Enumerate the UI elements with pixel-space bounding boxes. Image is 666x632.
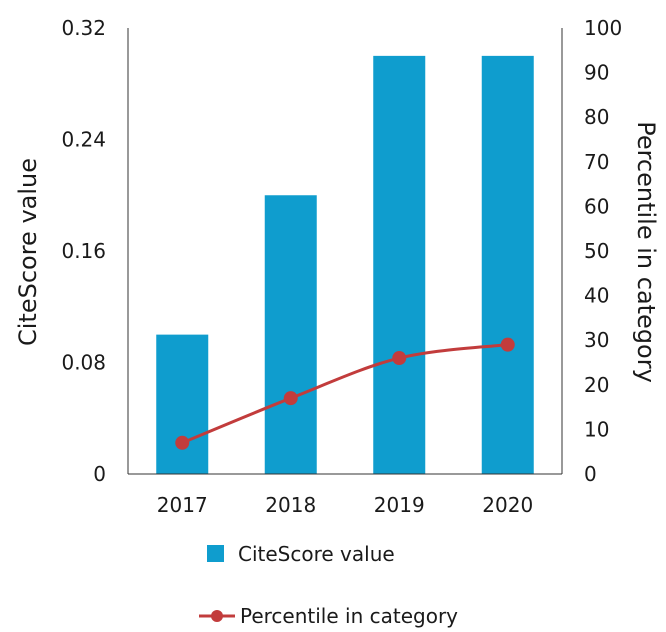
y-tick-label: 0.32 (61, 16, 106, 40)
y2-tick-label: 60 (584, 194, 609, 218)
y2-tick-label: 50 (584, 239, 609, 263)
y-tick-label: 0.16 (61, 239, 106, 263)
y-axis-title: CiteScore value (14, 158, 42, 346)
percentile-series (175, 337, 515, 450)
legend-label-percentile: Percentile in category (240, 604, 458, 628)
legend-label-citescore: CiteScore value (238, 542, 395, 566)
y-tick-label: 0.08 (61, 351, 106, 375)
y2-tick-label: 0 (584, 462, 597, 486)
percentile-line (181, 343, 508, 445)
legend: CiteScore value Percentile in category (199, 542, 458, 628)
bar-citescore-2017 (156, 334, 209, 474)
y2-tick-label: 40 (584, 284, 609, 308)
percentile-point-2018 (283, 391, 298, 406)
y2-tick-label: 70 (584, 150, 609, 174)
x-tick-label: 2019 (374, 493, 425, 517)
x-tick-label: 2017 (157, 493, 208, 517)
percentile-point-2019 (392, 351, 407, 366)
y-tick-label: 0 (93, 462, 106, 486)
y2-tick-label: 80 (584, 105, 609, 129)
percentile-point-2020 (500, 337, 515, 352)
y2-tick-label: 20 (584, 373, 609, 397)
legend-swatch-percentile-marker (211, 610, 223, 622)
bar-group (156, 55, 534, 474)
y2-axis-title: Percentile in category (632, 121, 660, 383)
left-y-ticks: 0 0.08 0.16 0.24 0.32 (61, 16, 106, 486)
axis-lines (127, 28, 563, 475)
legend-swatch-citescore (207, 545, 224, 562)
bar-citescore-2018 (264, 195, 317, 474)
y2-tick-label: 30 (584, 328, 609, 352)
bar-citescore-2019 (373, 55, 426, 474)
x-ticks: 2017 2018 2019 2020 (157, 493, 533, 517)
x-tick-label: 2020 (482, 493, 533, 517)
right-y-ticks: 0 10 20 30 40 50 60 70 80 90 100 (584, 16, 622, 486)
x-tick-label: 2018 (265, 493, 316, 517)
y2-tick-label: 10 (584, 417, 609, 441)
y2-tick-label: 100 (584, 16, 622, 40)
y2-tick-label: 90 (584, 61, 609, 85)
y-tick-label: 0.24 (61, 128, 106, 152)
bar-citescore-2020 (481, 55, 534, 474)
percentile-point-2017 (175, 435, 190, 450)
